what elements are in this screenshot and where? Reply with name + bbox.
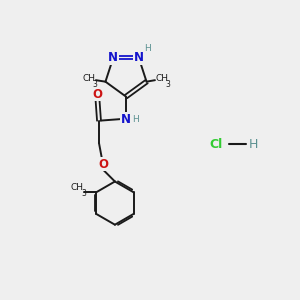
Text: N: N [108, 51, 118, 64]
Text: CH: CH [156, 74, 169, 82]
Text: O: O [98, 158, 109, 171]
Text: CH: CH [82, 74, 95, 82]
Text: CH: CH [70, 183, 83, 192]
Text: N: N [134, 51, 144, 64]
Text: 3: 3 [92, 80, 98, 88]
Text: N: N [121, 112, 131, 126]
Text: H: H [144, 44, 151, 53]
Text: 3: 3 [166, 80, 171, 88]
Text: Cl: Cl [209, 137, 223, 151]
Text: 3: 3 [81, 189, 86, 198]
Text: H: H [132, 115, 139, 124]
Text: H: H [249, 137, 258, 151]
Text: O: O [92, 88, 103, 101]
